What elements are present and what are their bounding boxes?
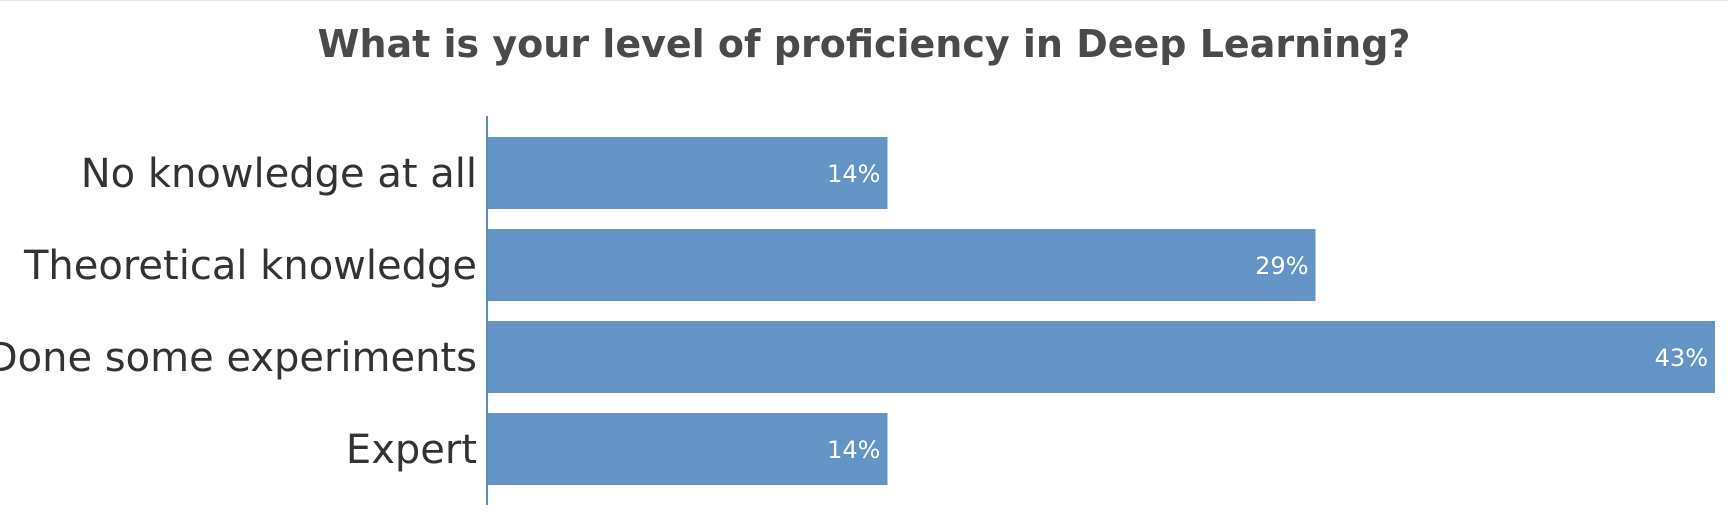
category-label: Theoretical knowledge bbox=[23, 243, 477, 289]
bar bbox=[488, 321, 1715, 393]
data-label: 29% bbox=[1255, 252, 1308, 280]
data-label: 14% bbox=[827, 160, 880, 188]
category-label: Done some experiments bbox=[0, 335, 477, 381]
data-label: 43% bbox=[1655, 344, 1708, 372]
category-label: Expert bbox=[346, 427, 477, 473]
chart-title: What is your level of proficiency in Dee… bbox=[317, 22, 1411, 66]
top-divider bbox=[0, 0, 1728, 1]
category-label: No knowledge at all bbox=[81, 151, 477, 197]
bar bbox=[488, 137, 888, 209]
bar bbox=[488, 229, 1316, 301]
data-label: 14% bbox=[827, 436, 880, 464]
bar bbox=[488, 413, 888, 485]
